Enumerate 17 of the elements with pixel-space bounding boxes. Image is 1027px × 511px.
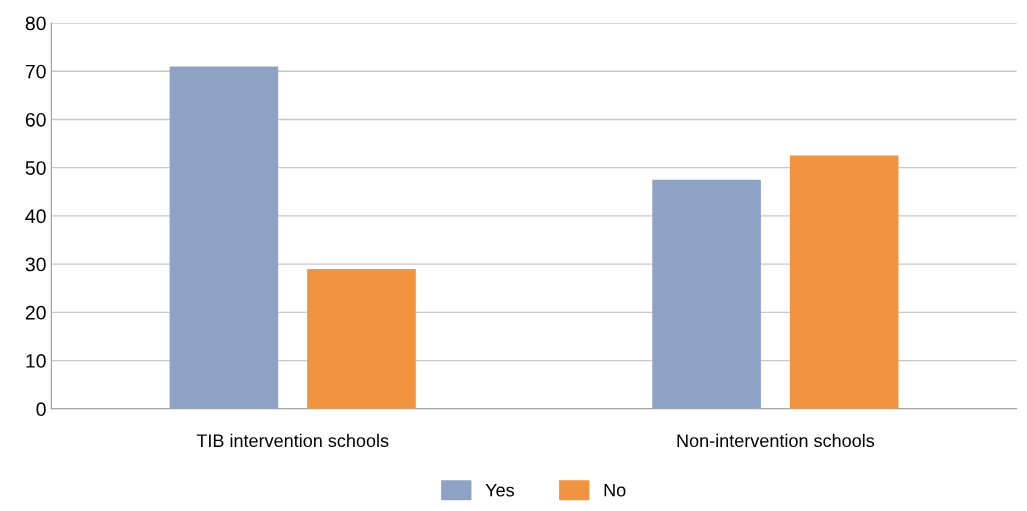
bar	[307, 268, 416, 409]
x-tick-label: Non-intervention schools	[677, 433, 875, 448]
legend-label: No	[604, 483, 626, 497]
y-tick-label: 50	[25, 161, 46, 175]
bar	[169, 66, 279, 409]
legend-label: Yes	[485, 483, 515, 497]
bar	[789, 155, 899, 409]
y-tick-label: 80	[25, 16, 46, 31]
x-tick-label: TIB intervention schools	[196, 433, 389, 448]
y-tick-label: 20	[25, 305, 46, 320]
bar	[652, 179, 761, 409]
y-tick-label: 70	[25, 64, 46, 79]
y-tick-label: 0	[36, 402, 46, 417]
y-tick-label: 60	[25, 112, 46, 127]
y-tick-label: 40	[25, 209, 46, 224]
y-tick-label: 30	[25, 257, 46, 272]
y-tick-label: 10	[26, 354, 46, 368]
